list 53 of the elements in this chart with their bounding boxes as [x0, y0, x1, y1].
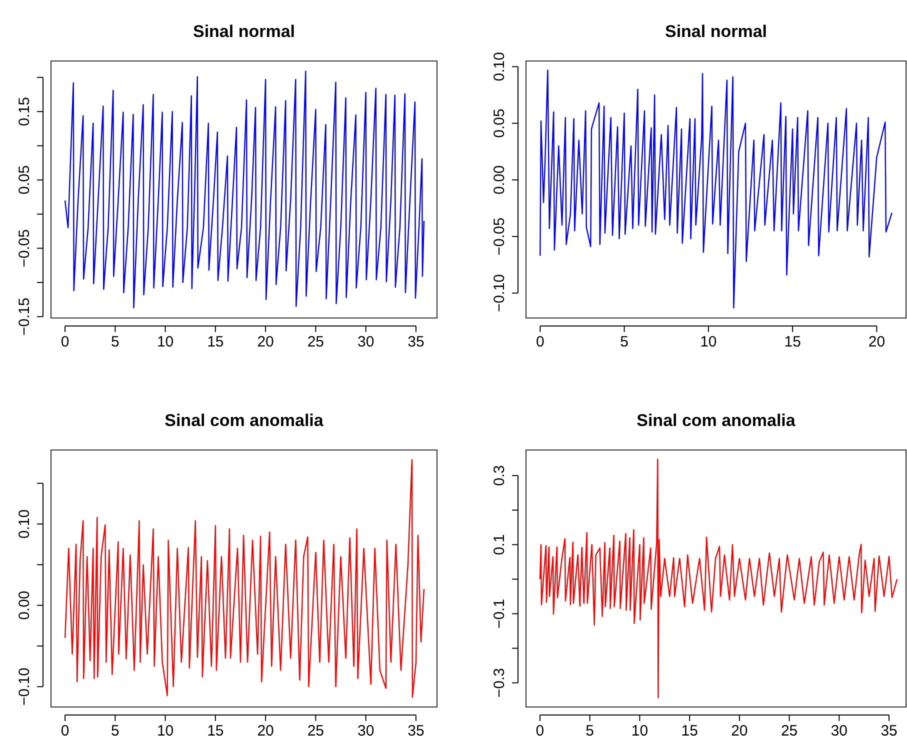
- x-tick-label: 5: [620, 334, 628, 351]
- x-tick-label: 15: [207, 334, 224, 351]
- x-tick-label: 20: [731, 722, 748, 736]
- line-series: [539, 458, 898, 698]
- x-tick-label: 25: [307, 722, 324, 736]
- chart-title: Sinal normal: [664, 22, 768, 41]
- x-tick-label: 0: [60, 722, 70, 736]
- x-tick-label: 0: [60, 334, 70, 351]
- chart-title: Sinal normal: [192, 22, 296, 41]
- y-tick-label: −0.1: [491, 598, 508, 629]
- x-tick-label: 5: [586, 722, 594, 736]
- line-series: [64, 459, 425, 698]
- x-tick-label: 25: [307, 334, 324, 351]
- x-tick-label: 10: [631, 722, 648, 736]
- line-series: [64, 70, 425, 308]
- y-tick-label: 0.00: [491, 165, 508, 194]
- y-tick-label: 0.05: [16, 165, 33, 195]
- x-tick-label: 20: [257, 334, 274, 351]
- x-tick-label: 5: [110, 722, 120, 736]
- x-tick-label: 10: [156, 334, 174, 351]
- x-tick-label: 30: [357, 334, 374, 351]
- x-tick-label: 5: [110, 334, 120, 351]
- x-tick-label: 20: [868, 334, 886, 351]
- y-tick-label: 0.15: [16, 96, 33, 126]
- y-tick-label: 0.10: [491, 52, 508, 82]
- x-tick-label: 35: [880, 722, 898, 736]
- x-tick-label: 35: [408, 722, 424, 736]
- y-tick-label: −0.05: [491, 218, 508, 256]
- chart-title: Sinal com anomalia: [636, 411, 796, 430]
- x-tick-label: 10: [156, 722, 174, 736]
- x-tick-label: 30: [830, 722, 848, 736]
- chart-title: Sinal com anomalia: [164, 411, 324, 430]
- x-tick-label: 0: [536, 334, 544, 351]
- x-tick-label: 20: [257, 722, 274, 736]
- y-tick-label: 0.10: [16, 509, 33, 539]
- y-tick-label: −0.15: [16, 298, 33, 336]
- x-tick-label: 35: [408, 334, 424, 351]
- x-tick-label: 15: [681, 722, 698, 736]
- y-tick-label: −0.3: [491, 668, 508, 698]
- x-tick-label: 0: [536, 722, 544, 736]
- line-series: [540, 69, 892, 308]
- y-tick-label: −0.10: [491, 274, 508, 312]
- y-tick-label: 0.3: [491, 465, 508, 486]
- x-tick-label: 25: [780, 722, 798, 736]
- x-tick-label: 30: [357, 722, 374, 736]
- y-tick-label: 0.00: [16, 590, 33, 620]
- x-tick-label: 10: [700, 334, 717, 351]
- x-tick-label: 15: [207, 722, 224, 736]
- x-tick-label: 15: [784, 334, 801, 351]
- y-tick-label: 0.1: [491, 534, 508, 556]
- y-tick-label: −0.10: [16, 668, 33, 706]
- y-tick-label: 0.05: [491, 108, 508, 138]
- y-tick-label: −0.05: [16, 229, 33, 268]
